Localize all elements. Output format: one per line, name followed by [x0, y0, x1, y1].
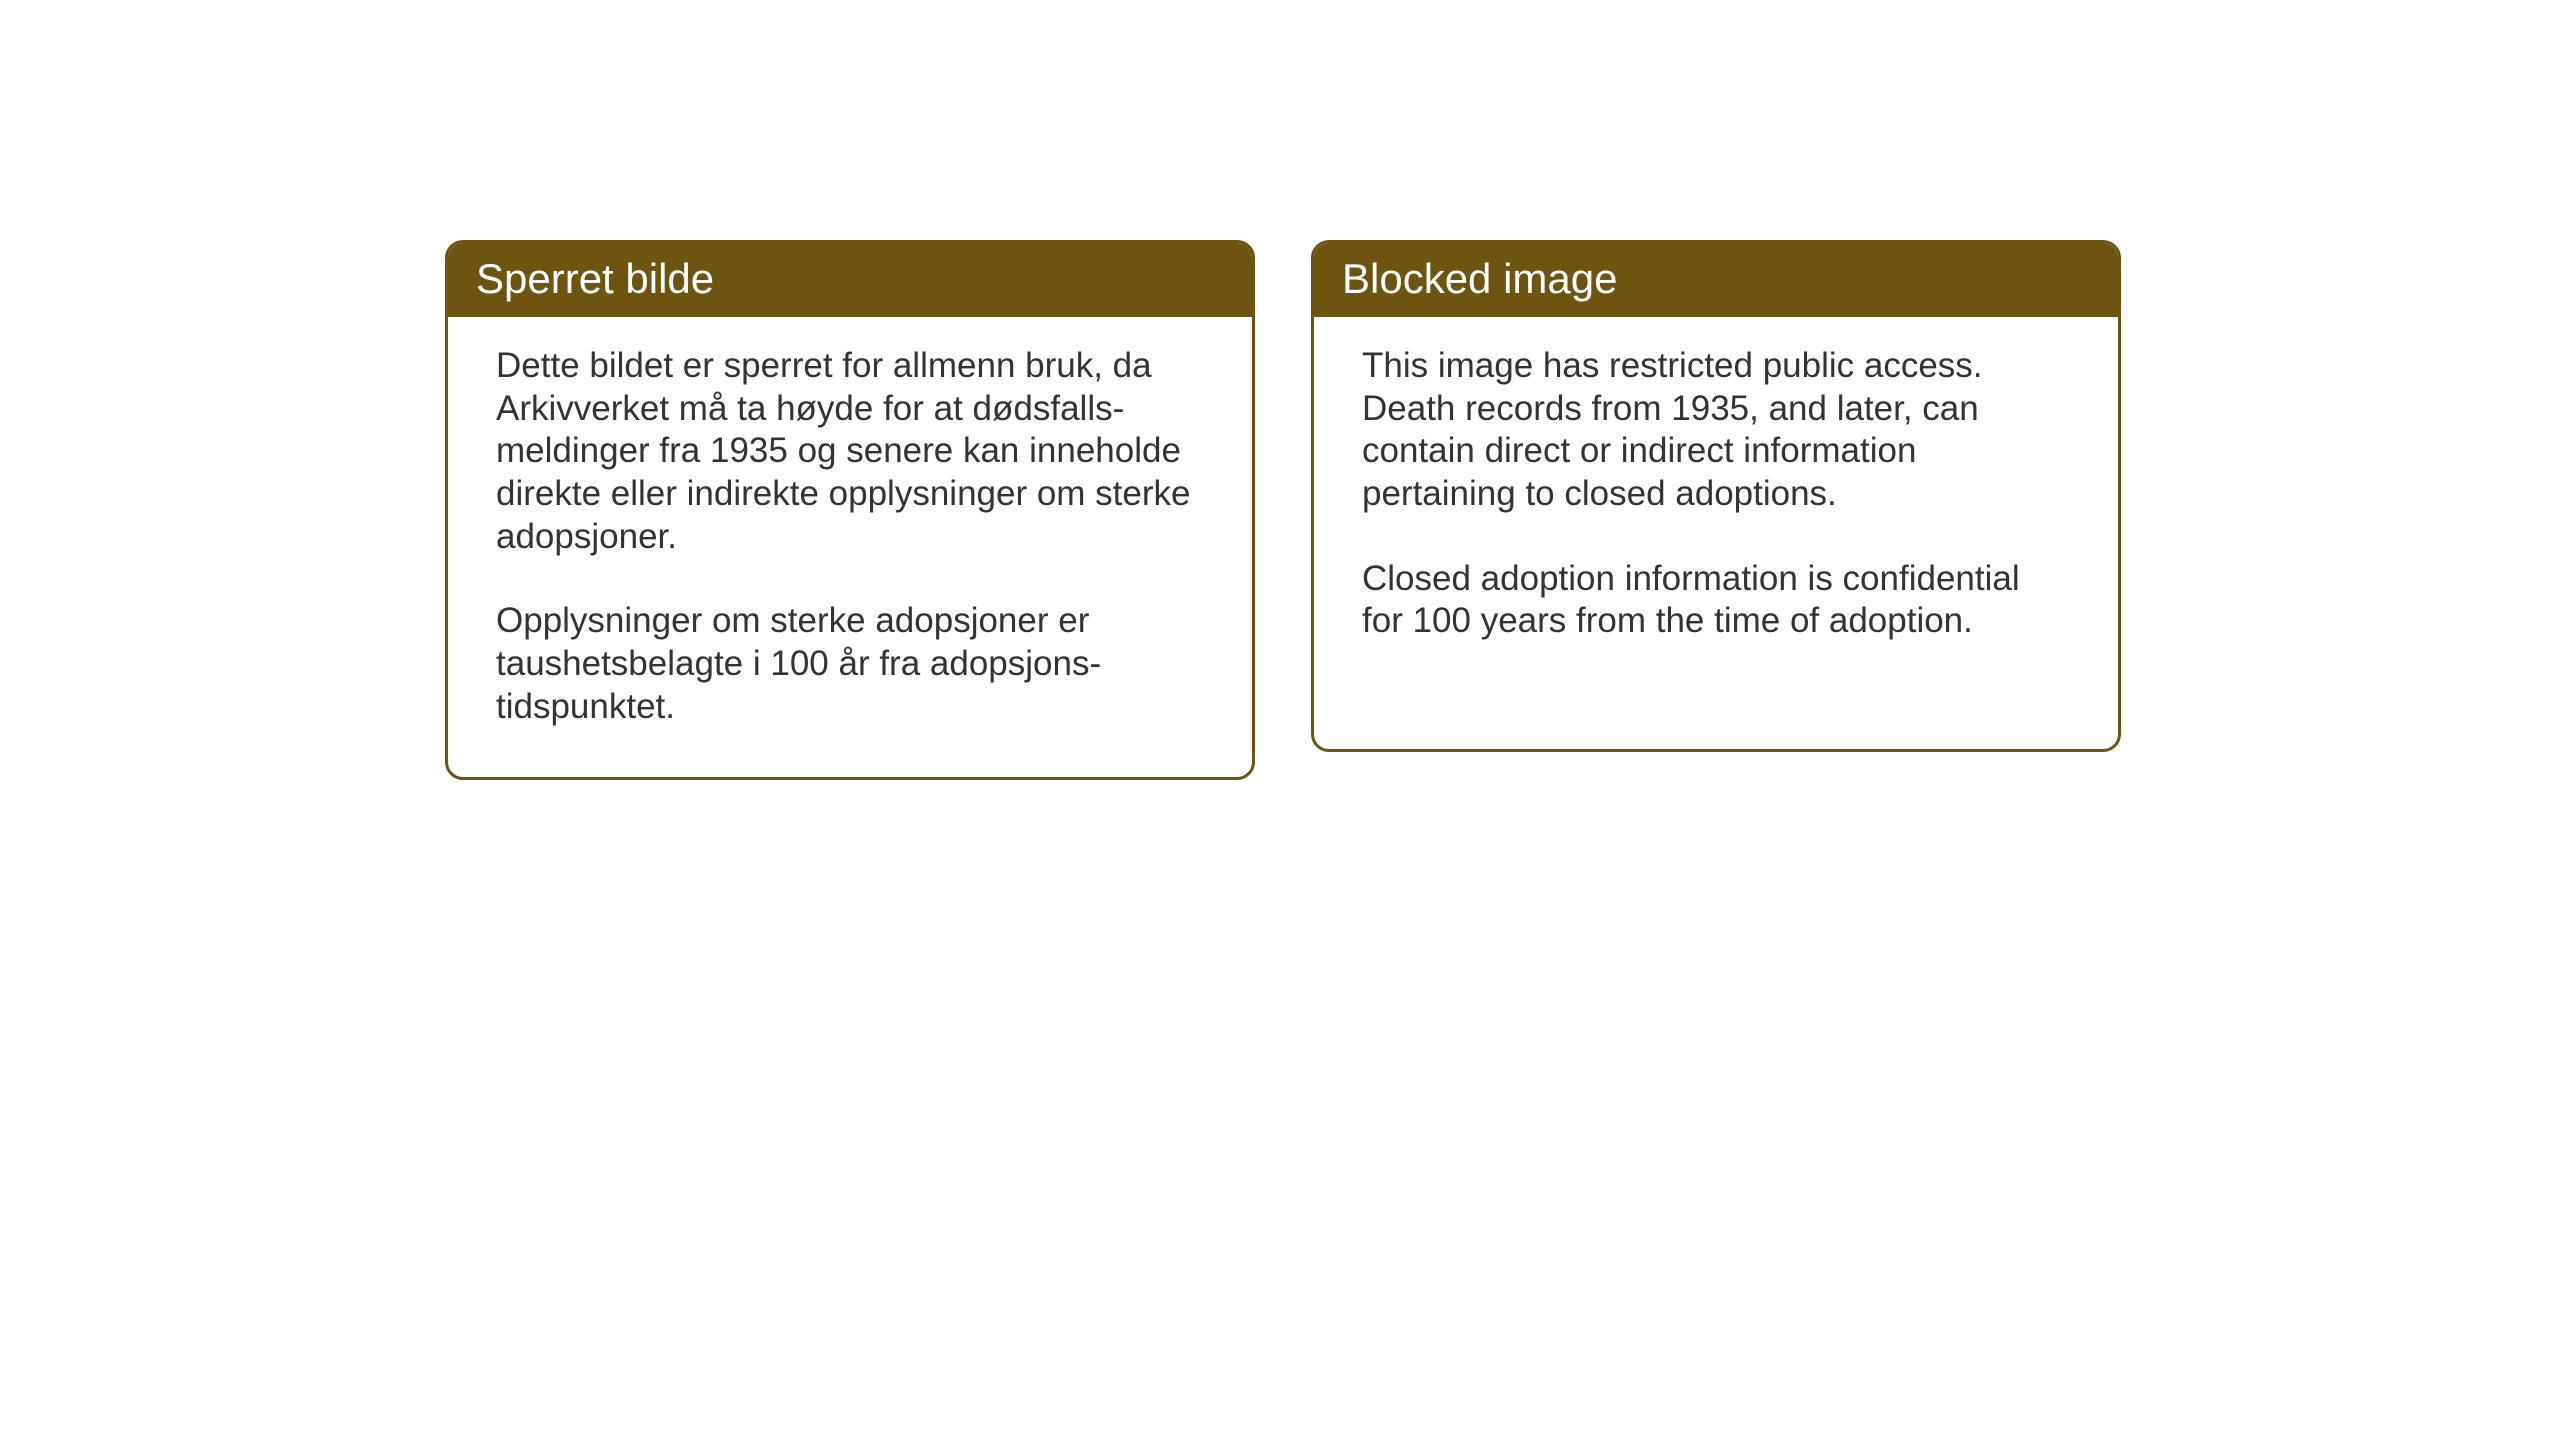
card-paragraph-norwegian-2: Opplysninger om sterke adopsjoner er tau… — [496, 600, 1204, 728]
card-paragraph-english-1: This image has restricted public access.… — [1362, 345, 2070, 516]
card-body-norwegian: Dette bildet er sperret for allmenn bruk… — [448, 317, 1252, 777]
card-paragraph-english-2: Closed adoption information is confident… — [1362, 558, 2070, 643]
card-title-norwegian: Sperret bilde — [476, 255, 714, 302]
card-header-english: Blocked image — [1314, 243, 2118, 317]
notice-card-norwegian: Sperret bilde Dette bildet er sperret fo… — [445, 240, 1255, 780]
card-paragraph-norwegian-1: Dette bildet er sperret for allmenn bruk… — [496, 345, 1204, 558]
card-body-english: This image has restricted public access.… — [1314, 317, 2118, 691]
notice-cards-container: Sperret bilde Dette bildet er sperret fo… — [445, 240, 2121, 780]
card-header-norwegian: Sperret bilde — [448, 243, 1252, 317]
card-title-english: Blocked image — [1342, 255, 1617, 302]
notice-card-english: Blocked image This image has restricted … — [1311, 240, 2121, 752]
